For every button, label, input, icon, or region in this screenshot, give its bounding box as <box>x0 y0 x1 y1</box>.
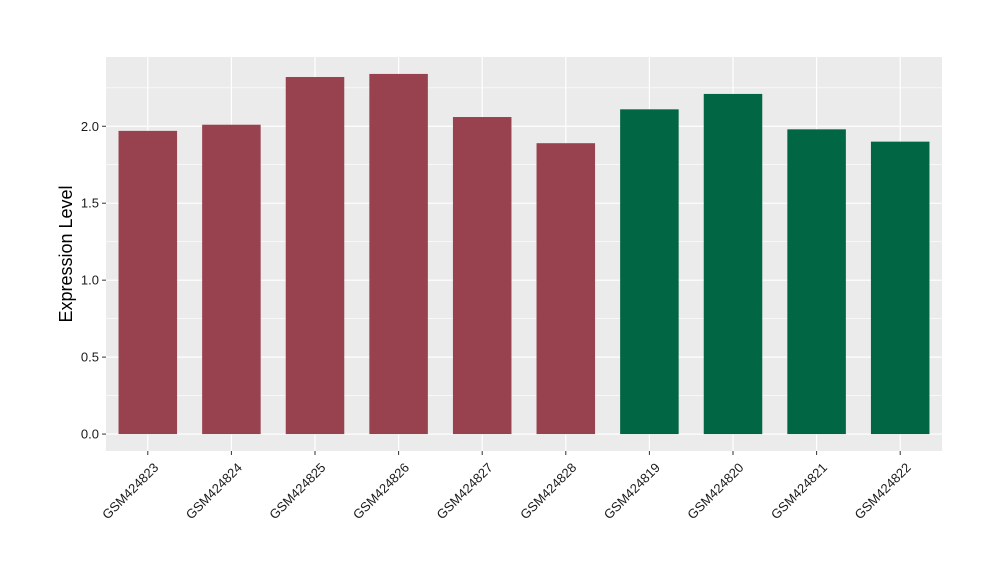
y-axis: 0.0 0.5 1.0 1.5 2.0 <box>81 119 106 442</box>
bar-GSM424827 <box>452 117 512 435</box>
x-tick-label: GSM424820 <box>684 460 746 522</box>
bar-GSM424824 <box>202 124 261 435</box>
y-tick-label: 1.5 <box>81 196 99 211</box>
bar-GSM424822 <box>870 141 930 435</box>
bar-GSM424820 <box>703 93 763 435</box>
x-tick-label: GSM424826 <box>350 460 412 522</box>
x-tick-label: GSM424828 <box>517 460 579 522</box>
bar-GSM424828 <box>536 143 596 435</box>
y-tick-label: 2.0 <box>81 119 99 134</box>
y-tick-label: 0.5 <box>81 350 99 365</box>
x-tick-label: GSM424827 <box>434 460 496 522</box>
x-tick-label: GSM424824 <box>183 460 245 522</box>
y-axis-title: Expression Level <box>56 185 76 322</box>
x-tick-label: GSM424823 <box>99 460 161 522</box>
y-tick-label: 1.0 <box>81 273 99 288</box>
bar-GSM424825 <box>285 77 345 435</box>
bar-GSM424819 <box>620 109 679 435</box>
bars-group <box>118 73 930 435</box>
x-tick-label: GSM424819 <box>601 460 663 522</box>
bar-GSM424823 <box>118 130 178 435</box>
x-tick-label: GSM424825 <box>266 460 328 522</box>
bar-GSM424826 <box>369 73 428 435</box>
bar-GSM424821 <box>787 129 846 435</box>
x-tick-label: GSM424821 <box>768 460 830 522</box>
x-axis: GSM424823 GSM424824 GSM424825 GSM424826 GSM4… <box>99 451 914 522</box>
y-tick-label: 0.0 <box>81 427 99 442</box>
x-tick-label: GSM424822 <box>852 460 914 522</box>
